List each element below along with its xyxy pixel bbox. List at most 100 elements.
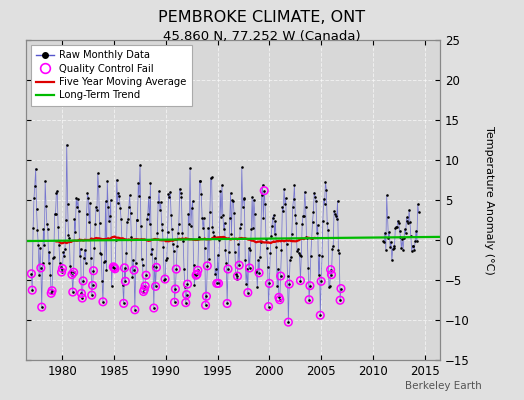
Point xyxy=(33,227,41,234)
Point xyxy=(334,246,343,253)
Point xyxy=(135,193,144,200)
Point xyxy=(77,290,85,296)
Point xyxy=(93,207,101,213)
Point xyxy=(313,222,322,228)
Point xyxy=(130,267,138,273)
Point xyxy=(326,266,335,273)
Text: PEMBROKE CLIMATE, ONT: PEMBROKE CLIMATE, ONT xyxy=(158,10,366,25)
Point xyxy=(224,266,232,272)
Point xyxy=(202,293,211,300)
Point xyxy=(89,282,97,289)
Point xyxy=(393,224,401,230)
Point xyxy=(205,256,213,262)
Point xyxy=(41,178,49,184)
Point xyxy=(89,268,97,274)
Point xyxy=(57,269,66,275)
Point xyxy=(55,242,63,248)
Point xyxy=(278,204,287,211)
Point xyxy=(70,216,79,222)
Point xyxy=(194,267,202,274)
Point xyxy=(154,198,162,205)
Point xyxy=(202,293,211,300)
Point xyxy=(396,228,404,234)
Point xyxy=(240,195,248,201)
Point xyxy=(232,271,240,277)
Point xyxy=(70,269,78,276)
Point xyxy=(272,244,280,250)
Point xyxy=(273,282,281,289)
Point xyxy=(220,226,228,232)
Point xyxy=(303,235,312,241)
Point xyxy=(289,204,297,210)
Point xyxy=(77,246,85,252)
Point xyxy=(330,208,339,214)
Point xyxy=(37,265,45,271)
Point xyxy=(332,212,340,219)
Point xyxy=(237,164,246,170)
Point xyxy=(304,265,312,272)
Point xyxy=(398,236,407,242)
Point xyxy=(263,245,271,252)
Point xyxy=(219,212,227,218)
Point xyxy=(50,254,58,260)
Point xyxy=(121,265,129,271)
Point xyxy=(119,300,128,306)
Point xyxy=(187,223,195,229)
Point xyxy=(270,231,279,238)
Point xyxy=(66,263,74,270)
Point xyxy=(329,242,337,249)
Point xyxy=(305,282,314,289)
Point xyxy=(244,289,252,296)
Point xyxy=(203,263,212,269)
Point xyxy=(133,216,141,223)
Point xyxy=(56,260,64,266)
Point xyxy=(285,281,293,287)
Point xyxy=(77,290,85,296)
Point xyxy=(194,267,202,274)
Point xyxy=(299,213,307,219)
Point xyxy=(129,257,137,263)
Point xyxy=(210,233,219,240)
Point xyxy=(324,227,332,234)
Point xyxy=(174,220,183,227)
Point xyxy=(96,250,105,256)
Point xyxy=(284,319,292,325)
Point xyxy=(189,198,197,204)
Point xyxy=(336,297,344,304)
Point xyxy=(290,182,299,188)
Point xyxy=(291,212,300,218)
Point xyxy=(30,195,38,202)
Point xyxy=(221,220,229,226)
Point xyxy=(86,254,95,261)
Point xyxy=(97,251,105,258)
Point xyxy=(404,220,412,226)
Point xyxy=(387,238,395,245)
Point xyxy=(410,247,419,254)
Point xyxy=(265,280,274,287)
Point xyxy=(109,264,117,270)
Point xyxy=(209,229,217,236)
Point xyxy=(39,226,48,232)
Point xyxy=(254,257,263,263)
Point xyxy=(195,178,204,184)
Point xyxy=(149,262,157,269)
Point xyxy=(252,268,260,274)
Point xyxy=(337,285,345,292)
Point xyxy=(312,197,320,204)
Point xyxy=(156,206,164,213)
Point xyxy=(110,264,118,271)
Point xyxy=(224,266,232,272)
Point xyxy=(134,180,143,186)
Point xyxy=(337,285,345,292)
Point xyxy=(79,278,88,284)
Point xyxy=(390,245,399,251)
Point xyxy=(216,188,224,194)
Point xyxy=(58,265,67,272)
Point xyxy=(262,236,270,242)
Point xyxy=(170,299,179,306)
Point xyxy=(191,271,200,278)
Point xyxy=(257,192,266,198)
Point xyxy=(245,265,254,271)
Text: 45.860 N, 77.252 W (Canada): 45.860 N, 77.252 W (Canada) xyxy=(163,30,361,43)
Point xyxy=(27,270,36,277)
